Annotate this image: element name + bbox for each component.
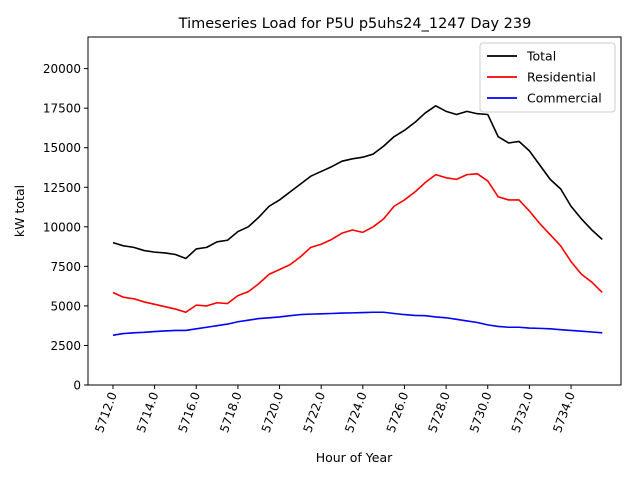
legend-label-commercial: Commercial [527,91,602,106]
y-tick-label: 0 [73,379,81,393]
plot-lines [112,105,603,336]
chart-title: Timeseries Load for P5U p5uhs24_1247 Day… [178,16,532,32]
legend-label-residential: Residential [527,70,596,85]
y-tick-label: 2500 [50,339,81,353]
y-tick-label: 12500 [43,181,81,195]
y-axis-label: kW total [12,185,27,237]
y-tick-label: 17500 [43,102,81,116]
y-tick-label: 5000 [50,299,81,313]
legend-label-total: Total [526,49,556,64]
legend: Total Residential Commercial [479,42,616,113]
y-tick-label: 20000 [43,62,81,76]
series-line-commercial [112,311,603,336]
legend-box [479,42,616,113]
series-line-residential [112,173,603,314]
x-axis-label: Hour of Year [316,450,393,465]
y-tick-label: 15000 [43,141,81,155]
series-line-total [112,105,603,260]
y-axis: 0 2500 5000 7500 10000 12500 15000 17500 20000 [43,62,88,393]
y-tick-label: 10000 [43,220,81,234]
plot-area-frame [87,36,622,386]
y-tick-label: 7500 [50,260,81,274]
